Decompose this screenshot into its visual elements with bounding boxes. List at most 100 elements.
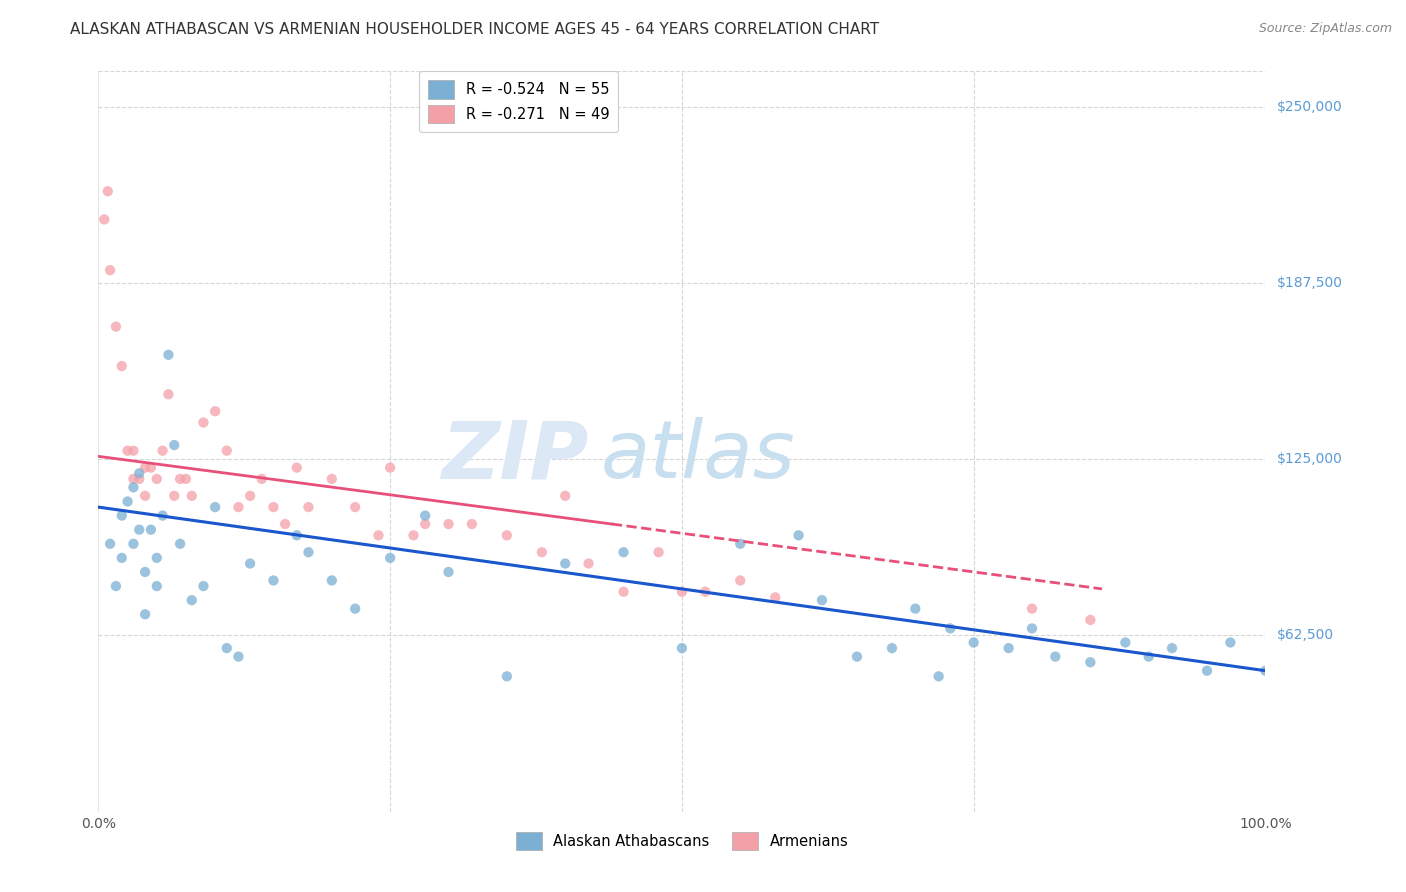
Point [344, 601, 367, 615]
Point [297, 500, 319, 515]
Point [904, 601, 927, 615]
Point [613, 545, 636, 559]
Point [262, 500, 284, 515]
Point [461, 516, 484, 531]
Point [93, 212, 115, 227]
Point [215, 443, 238, 458]
Text: $250,000: $250,000 [1277, 100, 1343, 113]
Point [146, 472, 169, 486]
Point [285, 528, 308, 542]
Point [647, 545, 669, 559]
Point [413, 516, 436, 531]
Point [139, 523, 162, 537]
Point [128, 467, 150, 481]
Point [152, 508, 174, 523]
Point [157, 348, 180, 362]
Point [98, 537, 121, 551]
Point [763, 591, 786, 605]
Text: $62,500: $62,500 [1277, 629, 1334, 642]
Point [204, 404, 226, 418]
Point [146, 550, 169, 565]
Point [228, 500, 250, 515]
Point [1114, 635, 1136, 649]
Point [297, 545, 319, 559]
Point [117, 494, 139, 508]
Point [111, 508, 134, 523]
Point [139, 460, 162, 475]
Point [367, 528, 389, 542]
Text: Source: ZipAtlas.com: Source: ZipAtlas.com [1258, 22, 1392, 36]
Point [413, 508, 436, 523]
Point [402, 528, 425, 542]
Text: ZIP: ZIP [441, 417, 589, 495]
Point [1254, 664, 1277, 678]
Point [787, 528, 810, 542]
Point [880, 641, 903, 656]
Point [157, 387, 180, 401]
Point [1219, 635, 1241, 649]
Point [1161, 641, 1184, 656]
Text: $187,500: $187,500 [1277, 276, 1343, 290]
Point [239, 557, 262, 571]
Point [285, 460, 308, 475]
Point [111, 359, 134, 373]
Point [134, 460, 156, 475]
Legend: Alaskan Athabascans, Armenians: Alaskan Athabascans, Armenians [510, 826, 853, 856]
Point [613, 584, 636, 599]
Point [128, 472, 150, 486]
Point [939, 621, 962, 635]
Point [228, 649, 250, 664]
Point [134, 607, 156, 622]
Point [122, 443, 145, 458]
Point [846, 649, 869, 664]
Point [174, 472, 197, 486]
Point [1195, 664, 1218, 678]
Point [1045, 649, 1067, 664]
Point [380, 550, 402, 565]
Point [193, 579, 215, 593]
Point [204, 500, 226, 515]
Point [437, 565, 460, 579]
Text: ALASKAN ATHABASCAN VS ARMENIAN HOUSEHOLDER INCOME AGES 45 - 64 YEARS CORRELATION: ALASKAN ATHABASCAN VS ARMENIAN HOUSEHOLD… [70, 22, 879, 37]
Point [496, 669, 519, 683]
Point [730, 574, 752, 588]
Point [134, 489, 156, 503]
Point [578, 557, 600, 571]
Point [104, 579, 127, 593]
Point [1021, 601, 1043, 615]
Point [122, 537, 145, 551]
Point [180, 489, 202, 503]
Point [554, 557, 576, 571]
Point [928, 669, 950, 683]
Point [380, 460, 402, 475]
Text: $125,000: $125,000 [1277, 452, 1343, 467]
Point [193, 416, 215, 430]
Point [169, 472, 191, 486]
Point [344, 500, 367, 515]
Point [1080, 655, 1102, 669]
Point [695, 584, 717, 599]
Point [122, 472, 145, 486]
Point [250, 472, 273, 486]
Point [104, 319, 127, 334]
Point [496, 528, 519, 542]
Point [730, 537, 752, 551]
Point [122, 480, 145, 494]
Point [215, 641, 238, 656]
Point [1137, 649, 1160, 664]
Point [117, 443, 139, 458]
Point [997, 641, 1019, 656]
Point [111, 550, 134, 565]
Point [274, 516, 297, 531]
Point [811, 593, 834, 607]
Point [163, 489, 186, 503]
Point [321, 472, 343, 486]
Point [1021, 621, 1043, 635]
Point [671, 584, 693, 599]
Point [152, 443, 174, 458]
Point [962, 635, 984, 649]
Point [1080, 613, 1102, 627]
Point [437, 516, 460, 531]
Point [671, 641, 693, 656]
Point [163, 438, 186, 452]
